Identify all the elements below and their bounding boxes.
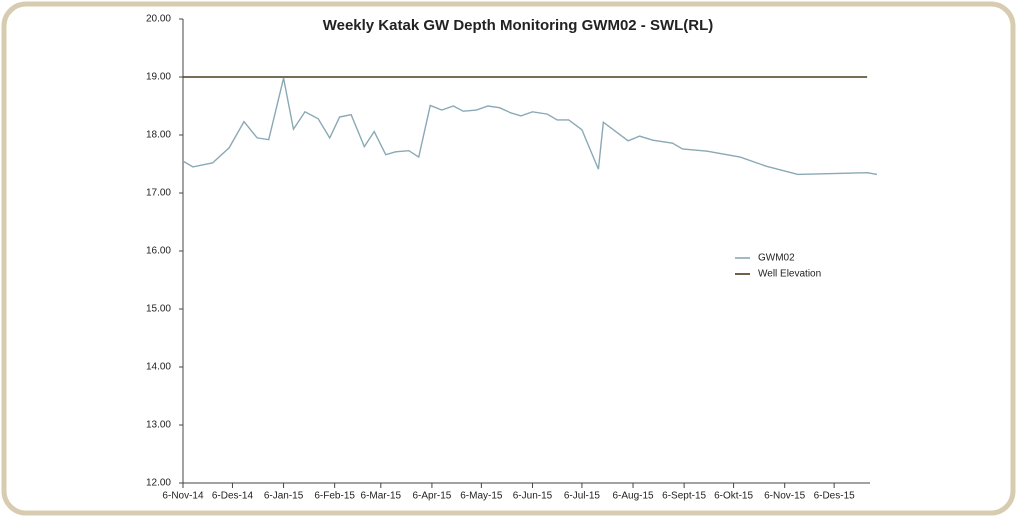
- y-tick-label: 18.00: [146, 130, 171, 141]
- x-tick-label: 6-Mar-15: [361, 491, 402, 502]
- y-tick-label: 15.00: [146, 304, 171, 315]
- x-tick-label: 6-Jun-15: [513, 491, 553, 502]
- x-tick-label: 6-Nov-15: [764, 491, 806, 502]
- y-tick-label: 13.00: [146, 420, 171, 431]
- y-tick-label: 12.00: [146, 478, 171, 489]
- x-tick-label: 6-Des-15: [814, 491, 856, 502]
- x-tick-label: 6-Des-14: [212, 491, 254, 502]
- x-tick-label: 6-May-15: [460, 491, 503, 502]
- y-tick-label: 19.00: [146, 72, 171, 83]
- x-tick-label: 6-Nov-14: [162, 491, 204, 502]
- legend-label: Well Elevation: [758, 269, 821, 280]
- chart-title: Weekly Katak GW Depth Monitoring GWM02 -…: [323, 17, 714, 34]
- x-tick-label: 6-Okt-15: [714, 491, 753, 502]
- y-tick-label: 14.00: [146, 362, 171, 373]
- x-tick-label: 6-Feb-15: [314, 491, 355, 502]
- x-tick-label: 6-Sept-15: [662, 491, 706, 502]
- x-tick-label: 6-Jan-15: [264, 491, 304, 502]
- series-line: [182, 77, 878, 176]
- y-tick-label: 16.00: [146, 246, 171, 257]
- x-tick-label: 6-Jul-15: [564, 491, 601, 502]
- legend-label: GWM02: [758, 253, 795, 264]
- y-tick-label: 20.00: [146, 14, 171, 25]
- y-tick-label: 17.00: [146, 188, 171, 199]
- x-tick-label: 6-Aug-15: [612, 491, 654, 502]
- x-tick-label: 6-Apr-15: [412, 491, 451, 502]
